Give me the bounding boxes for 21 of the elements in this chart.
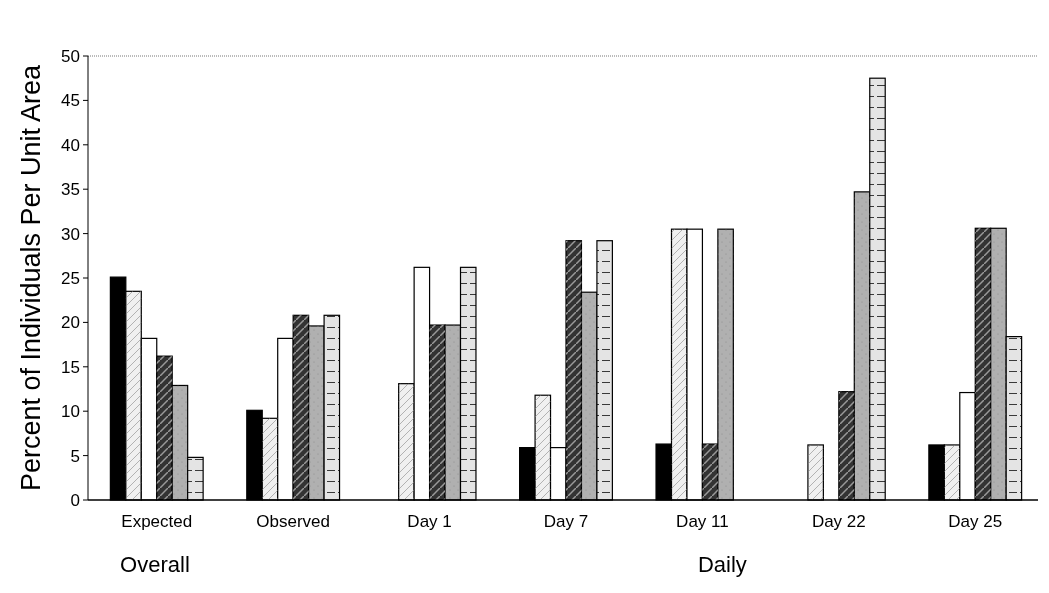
text: Daily xyxy=(697,552,747,577)
y-tick-label: 0 xyxy=(70,490,80,510)
y-tick-label: 5 xyxy=(70,446,80,466)
y-tick-label: 25 xyxy=(61,268,80,288)
y-axis-title: Percent of Individuals Per Unit Area xyxy=(16,63,46,492)
x-tick-label: Day 22 xyxy=(811,512,866,531)
y-tick-label: 20 xyxy=(61,313,80,333)
x-tick-label: Day 11 xyxy=(676,512,729,531)
y-tick-label: 40 xyxy=(61,135,80,155)
x-tick-label: Observed xyxy=(256,512,331,531)
x-tick-label: Expected xyxy=(121,512,193,531)
y-tick-label: 15 xyxy=(61,357,80,377)
y-tick-label: 10 xyxy=(61,402,80,422)
y-tick-label: 30 xyxy=(61,224,80,244)
x-tick-label: Day 7 xyxy=(543,512,589,531)
y-tick-label: 45 xyxy=(61,91,80,111)
x-tick-label: Day 25 xyxy=(948,512,1003,531)
y-tick-label: 50 xyxy=(61,46,80,66)
y-tick-label: 35 xyxy=(61,180,80,200)
text: Overall xyxy=(120,552,190,577)
x-tick-label: Day 1 xyxy=(407,512,452,531)
